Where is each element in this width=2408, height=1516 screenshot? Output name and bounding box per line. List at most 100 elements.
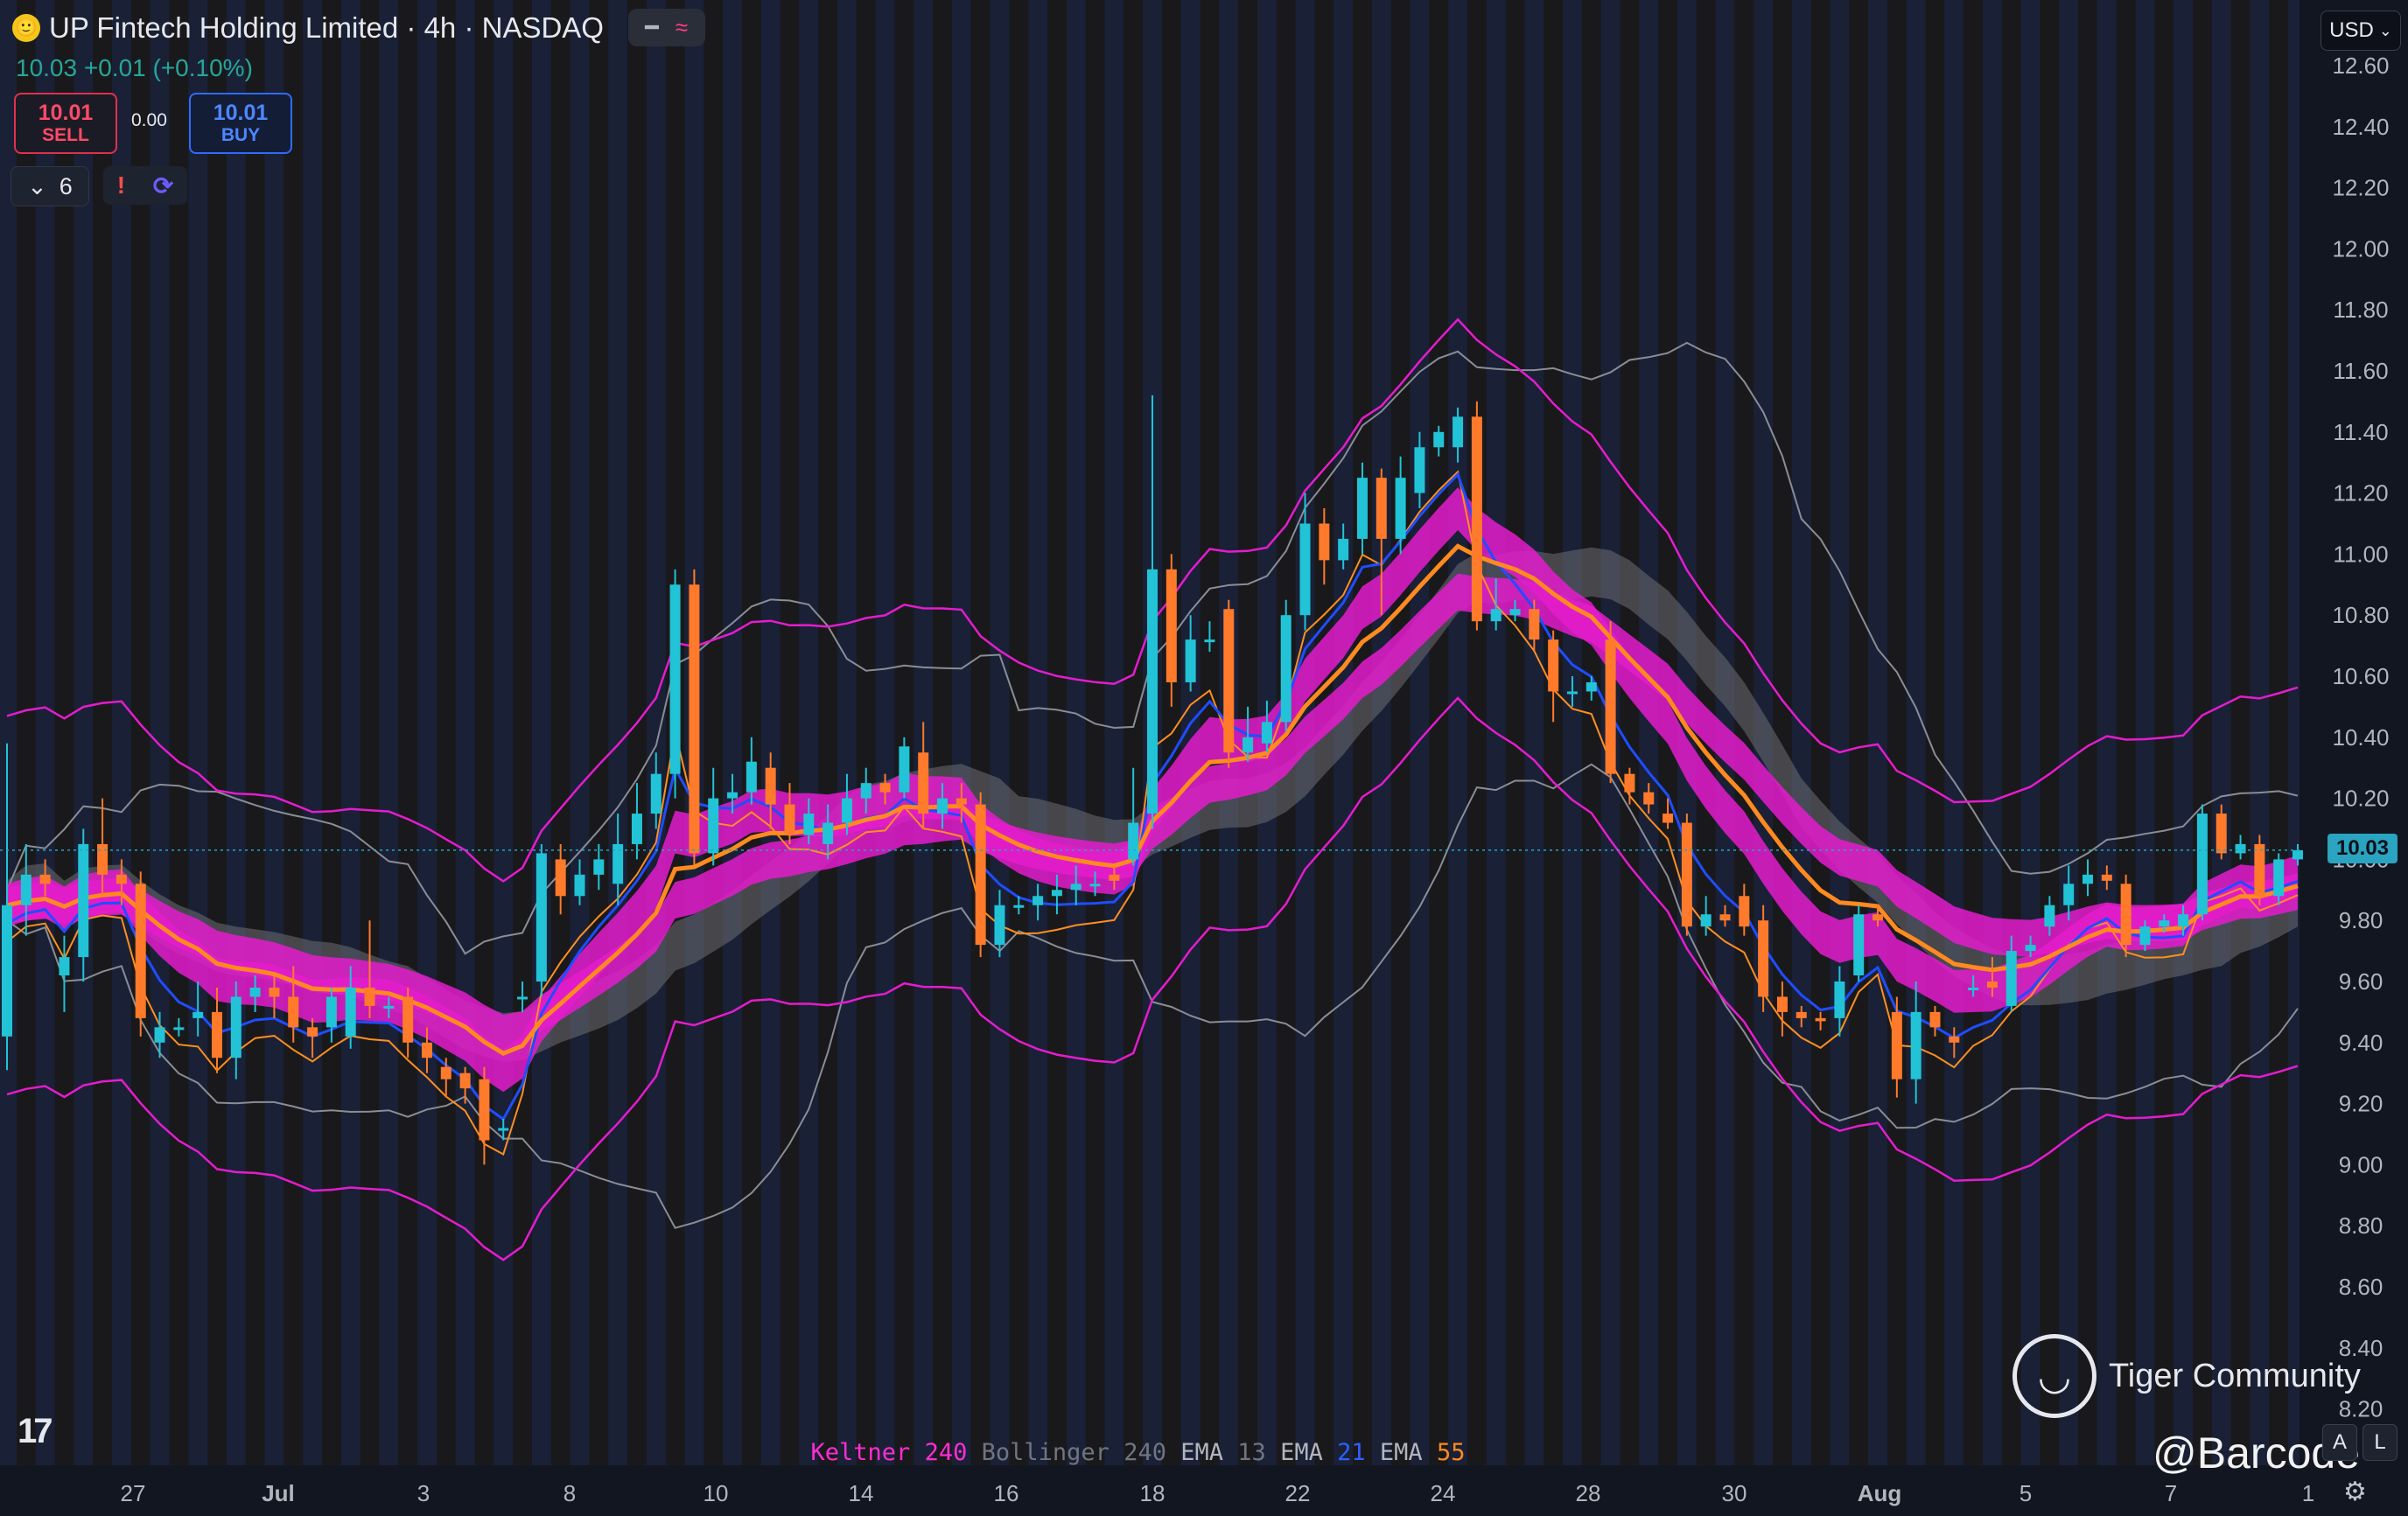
price-tick-label: 9.40 [2339,1030,2384,1056]
candle-body [192,1011,204,1018]
symbol-logo-icon: 🙂 [12,13,40,42]
candle [2,743,12,1071]
candle-body [631,814,642,844]
price-change: +0.01 [83,54,146,81]
candle [536,843,547,997]
candle [97,798,108,897]
candle [517,982,528,1012]
price-tick-label: 11.40 [2333,419,2388,445]
candle-body [822,822,834,844]
candle [2273,853,2285,905]
time-tick-label: 16 [994,1480,1019,1506]
candle [1166,554,1177,707]
session-stripe [303,0,322,1465]
candle-body [230,996,242,1058]
candle-body [421,1042,432,1058]
candle-body [1223,609,1235,753]
candle [1529,599,1540,653]
time-tick-label: 3 [417,1480,430,1506]
session-stripe [1676,0,1697,1465]
session-stripe [1830,0,1850,1465]
candle-body [612,843,624,884]
candle [1968,975,1979,997]
auto-scale-button[interactable]: A [2322,1424,2357,1461]
session-stripe [2250,0,2270,1465]
candle [1758,905,1769,1012]
candle [1319,508,1330,585]
currency-select[interactable]: USD ⌄ [2320,10,2401,51]
log-scale-button[interactable]: L [2362,1424,2398,1461]
candle [1910,982,1922,1104]
settings-gear-icon[interactable]: ⚙ [2343,1478,2367,1506]
candle-body [689,584,700,854]
candle [1242,706,1254,762]
indicator-count: 6 [59,172,73,199]
candle [1109,865,1120,891]
candle [1509,599,1521,622]
legend-ema21-param: 21 [1337,1439,1366,1466]
session-stripe [1868,0,1887,1465]
candle-body [1261,722,1272,744]
candle [498,1119,509,1141]
legend-ema55-name: EMA [1379,1439,1423,1466]
candle-body [1204,639,1215,643]
candle [154,1011,165,1058]
legend-keltner-name: Keltner [810,1439,911,1466]
alert-status[interactable]: ! ⟳ [103,166,187,205]
candle-body [39,874,51,884]
session-stripe [1944,0,1964,1465]
price-tick-label: 10.20 [2332,786,2389,812]
time-tick-label: 7 [2165,1480,2177,1506]
candle [879,773,891,805]
candle [1566,676,1578,707]
candle-body [1147,569,1158,814]
indicators-toggle-button[interactable]: ⌄ 6 [10,166,89,206]
candle [1872,905,1884,927]
candle [1586,676,1597,701]
session-stripe [1524,0,1544,1465]
candle-body [1414,447,1425,493]
time-tick-label: Jul [262,1480,295,1506]
candle [1815,1011,1826,1030]
price-tick-label: 8.60 [2339,1274,2384,1300]
chevron-down-icon: ⌄ [27,172,47,199]
candle [1356,462,1368,555]
session-stripe [570,0,590,1465]
tiger-logo-icon: ◡ [2012,1334,2096,1418]
time-tick-label: 8 [564,1480,576,1506]
candle-body [1624,773,1635,793]
buy-button[interactable]: 10.01 BUY [189,93,292,154]
time-tick-label: 30 [1722,1480,1747,1506]
symbol-title[interactable]: UP Fintech Holding Limited · 4h · NASDAQ [49,10,604,44]
candle [116,859,127,905]
candle-body [2,905,12,1037]
symbol-header[interactable]: 🙂 UP Fintech Holding Limited · 4h · NASD… [12,9,705,46]
candle-body [2006,951,2017,1006]
candle-body [746,761,757,793]
candle [1261,700,1272,753]
session-stripe [1563,0,1582,1465]
time-tick-label: 5 [2020,1480,2032,1506]
indicator-wave-icon[interactable]: ≈ [675,14,689,40]
session-stripe [1028,0,1048,1465]
price-tick-label: 12.20 [2332,175,2389,201]
candle-body [593,859,605,875]
candle [1376,468,1387,616]
candle [1949,1027,1960,1058]
price-tick-label: 8.80 [2339,1212,2384,1239]
session-stripe [35,0,55,1465]
candle-body [1719,914,1731,921]
candle-body [975,804,986,946]
candle [1605,621,1616,784]
collapse-icon[interactable]: ━ [645,14,659,40]
sync-icon[interactable]: ⟳ [152,171,174,199]
candle-body [1109,874,1120,881]
candle [746,737,757,805]
candle [1776,982,1788,1037]
community-label: Tiger Community [2109,1357,2361,1394]
sell-button[interactable]: 10.01 SELL [14,93,117,154]
warning-icon[interactable]: ! [116,171,126,199]
candle [1490,578,1502,631]
